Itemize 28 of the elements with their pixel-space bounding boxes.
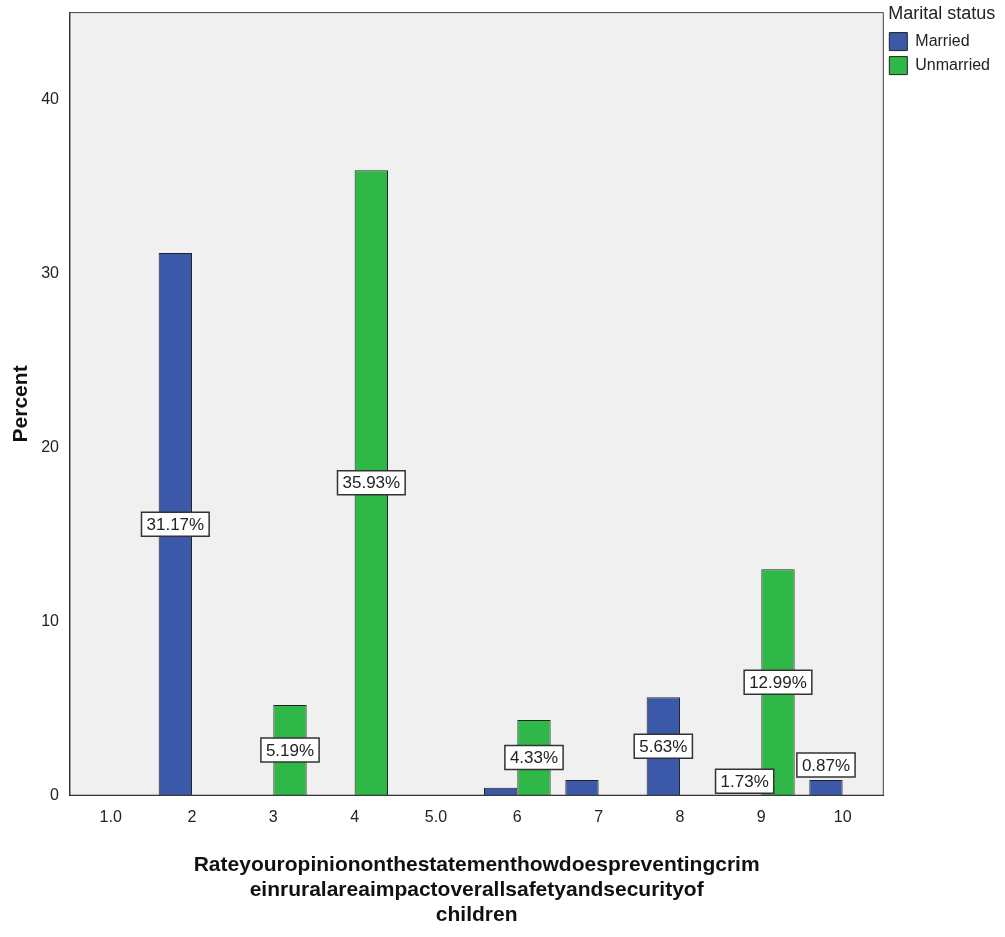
- x-tick-label: 4: [350, 808, 360, 826]
- data-label: 12.99%: [749, 672, 807, 692]
- x-tick-label: 8: [675, 808, 685, 826]
- legend-label: Married: [915, 32, 970, 50]
- x-tick-label: 10: [833, 808, 852, 826]
- x-tick-label: 1.0: [99, 808, 122, 826]
- x-axis-title: Rateyouropiniononthestatementhowdoespreventingcrimeinruralareaimpactoverallsafetyandsecurityof children: [193, 851, 760, 926]
- y-tick-label: 20: [41, 437, 60, 455]
- y-tick-label: 10: [41, 611, 60, 629]
- data-label: 5.63%: [639, 736, 688, 756]
- x-tick-label: 6: [512, 808, 522, 826]
- data-label: 5.19%: [265, 740, 315, 760]
- y-axis-title: Percent: [8, 365, 32, 443]
- y-tick-label: 40: [41, 89, 60, 107]
- legend-label: Unmarried: [915, 56, 990, 74]
- annotation: 1.73%: [720, 771, 769, 791]
- x-tick-label: 3: [268, 808, 278, 826]
- x-tick-label: 5.0: [424, 808, 448, 826]
- y-tick-label: 30: [41, 263, 60, 281]
- legend-title: Marital status: [888, 2, 996, 23]
- data-label: 35.93%: [342, 473, 401, 493]
- y-tick-label: 0: [50, 785, 60, 803]
- data-label: 31.17%: [146, 514, 205, 534]
- x-tick-label: 9: [756, 808, 766, 826]
- x-tick-label: 7: [594, 808, 604, 826]
- data-label: 0.87%: [801, 755, 851, 775]
- x-tick-label: 2: [187, 808, 197, 826]
- data-label: 4.33%: [509, 748, 559, 768]
